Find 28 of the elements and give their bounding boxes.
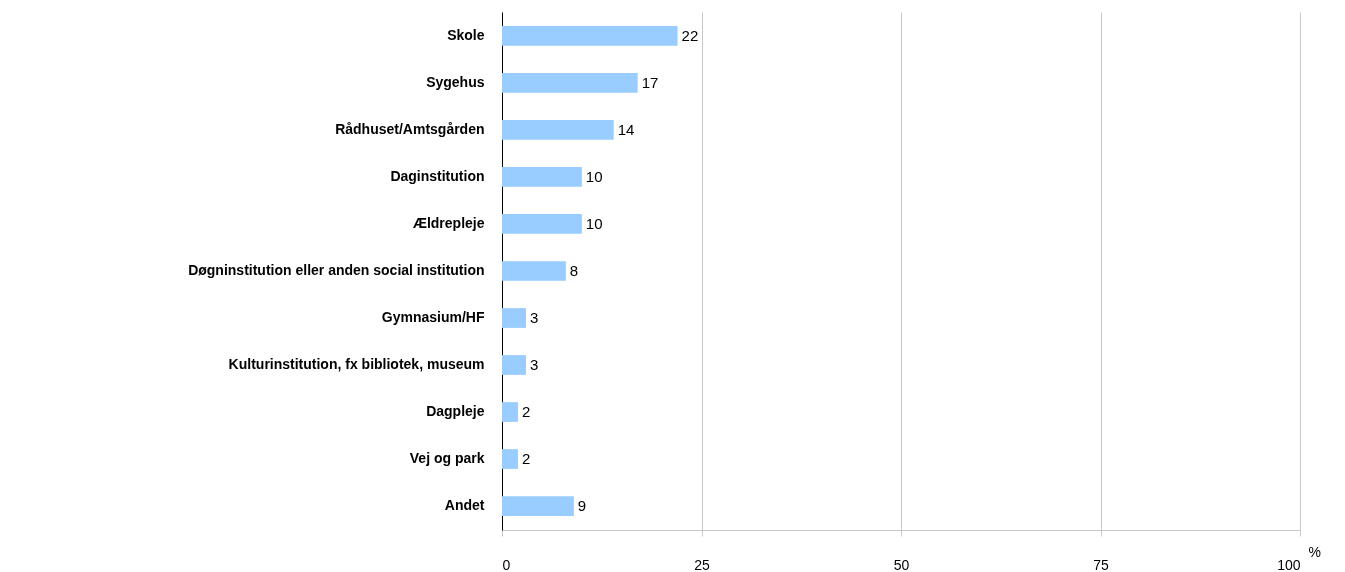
y-tick-label: Dagpleje	[426, 403, 485, 420]
x-tick-label: 0	[502, 556, 511, 572]
data-label: 9	[577, 497, 587, 515]
y-tick-label: Skole	[447, 26, 485, 43]
x-tick-label: 100	[1277, 556, 1301, 572]
y-tick-label: Døgninstitution eller anden social institution	[188, 262, 485, 278]
y-tick-label: Andet	[444, 497, 485, 514]
data-label: 3	[529, 309, 539, 327]
data-label: 8	[569, 262, 579, 279]
y-tick-label: Vej og park	[409, 450, 485, 467]
x-tick-label: 75	[1093, 556, 1109, 572]
x-tick-label: 50	[893, 556, 910, 572]
y-tick-label: Daginstitution	[390, 167, 485, 184]
y-tick-label: Ældrepleje	[412, 214, 485, 231]
x-tick-label: 25	[694, 556, 710, 572]
y-tick-label: Gymnasium/HF	[381, 309, 485, 326]
data-label: 10	[585, 167, 603, 185]
data-label: 17	[641, 73, 659, 91]
y-tick-label: Sygehus	[426, 73, 485, 90]
x-axis-title: %	[1308, 543, 1321, 560]
y-tick-label: Rådhuset/Amtsgården	[335, 120, 485, 137]
data-label: 22	[681, 26, 699, 44]
data-label: 14	[617, 120, 635, 138]
y-tick-label: Kulturinstitution, fx bibliotek, museum	[228, 356, 485, 373]
data-label: 2	[521, 450, 531, 468]
data-label: 2	[521, 403, 531, 421]
data-label: 10	[585, 214, 603, 232]
data-label: 3	[529, 356, 539, 374]
